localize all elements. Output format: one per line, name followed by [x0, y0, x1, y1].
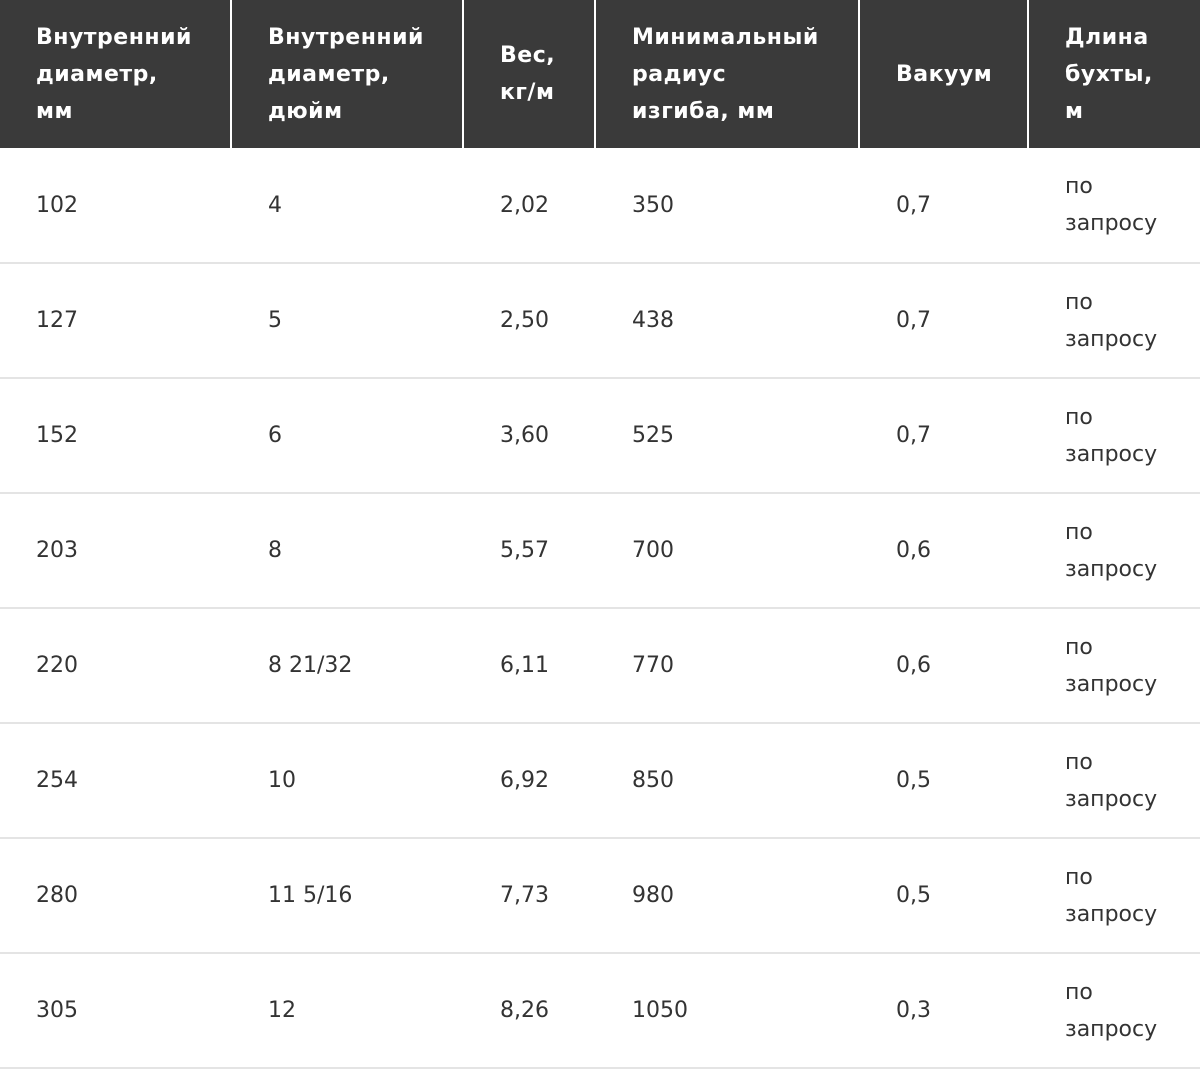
table-row: 203 8 5,57 700 0,6 по запросу	[0, 493, 1200, 609]
table-row: 254 10 6,92 850 0,5 по запросу	[0, 723, 1200, 839]
header-cell: Вес, кг/м	[462, 0, 595, 148]
table-cell: 6,11	[462, 608, 595, 724]
table-cell: 152	[0, 378, 231, 494]
table-cell: 0,7	[858, 148, 1028, 264]
table-cell: 6	[230, 378, 463, 494]
table-cell: по запросу	[1027, 378, 1200, 494]
table-cell: 0,7	[858, 263, 1028, 379]
table-cell: 127	[0, 263, 231, 379]
table-body: 102 4 2,02 350 0,7 по запросу 127 5 2,50 438 0,7 по…	[0, 148, 1200, 1069]
header-cell: Вакуум	[858, 0, 1028, 148]
table-cell: 6,92	[462, 723, 595, 839]
table-cell: 525	[594, 378, 859, 494]
table-row: 152 6 3,60 525 0,7 по запросу	[0, 378, 1200, 494]
table-cell: 0,5	[858, 838, 1028, 954]
table-cell: 850	[594, 723, 859, 839]
header-row: Внутренний диаметр, мм Внутренний диаметр…	[0, 0, 1200, 148]
table-cell: по запросу	[1027, 263, 1200, 379]
table-cell: 700	[594, 493, 859, 609]
table-cell: по запросу	[1027, 953, 1200, 1069]
table-cell: 7,73	[462, 838, 595, 954]
table-row: 102 4 2,02 350 0,7 по запросу	[0, 148, 1200, 264]
table-cell: 0,7	[858, 378, 1028, 494]
table-cell: 10	[230, 723, 463, 839]
table-cell: по запросу	[1027, 148, 1200, 264]
table-cell: по запросу	[1027, 723, 1200, 839]
table-cell: 102	[0, 148, 231, 264]
table-cell: 220	[0, 608, 231, 724]
table-cell: 0,6	[858, 608, 1028, 724]
table-cell: по запросу	[1027, 838, 1200, 954]
header-cell: Длина бухты, м	[1027, 0, 1200, 148]
table-cell: 11 5/16	[230, 838, 463, 954]
table-cell: 0,3	[858, 953, 1028, 1069]
table-cell: 0,6	[858, 493, 1028, 609]
table-cell: 280	[0, 838, 231, 954]
header-cell: Внутренний диаметр, дюйм	[230, 0, 463, 148]
table-cell: 2,02	[462, 148, 595, 264]
table-cell: 2,50	[462, 263, 595, 379]
table-cell: 12	[230, 953, 463, 1069]
table-cell: 770	[594, 608, 859, 724]
table-cell: 3,60	[462, 378, 595, 494]
table-cell: 980	[594, 838, 859, 954]
table-cell: 350	[594, 148, 859, 264]
table-cell: 5	[230, 263, 463, 379]
table-row: 220 8 21/32 6,11 770 0,6 по запросу	[0, 608, 1200, 724]
table-row: 127 5 2,50 438 0,7 по запросу	[0, 263, 1200, 379]
table-cell: 8 21/32	[230, 608, 463, 724]
table-row: 280 11 5/16 7,73 980 0,5 по запросу	[0, 838, 1200, 954]
table-cell: 8	[230, 493, 463, 609]
header-cell: Внутренний диаметр, мм	[0, 0, 231, 148]
table-cell: по запросу	[1027, 608, 1200, 724]
table-cell: по запросу	[1027, 493, 1200, 609]
table-cell: 5,57	[462, 493, 595, 609]
table-row: 305 12 8,26 1050 0,3 по запросу	[0, 953, 1200, 1069]
table-cell: 305	[0, 953, 231, 1069]
table-cell: 438	[594, 263, 859, 379]
table-cell: 1050	[594, 953, 859, 1069]
table-cell: 203	[0, 493, 231, 609]
table-cell: 0,5	[858, 723, 1028, 839]
table-cell: 4	[230, 148, 463, 264]
header-cell: Минимальный радиус изгиба, мм	[594, 0, 859, 148]
table-cell: 8,26	[462, 953, 595, 1069]
table-cell: 254	[0, 723, 231, 839]
